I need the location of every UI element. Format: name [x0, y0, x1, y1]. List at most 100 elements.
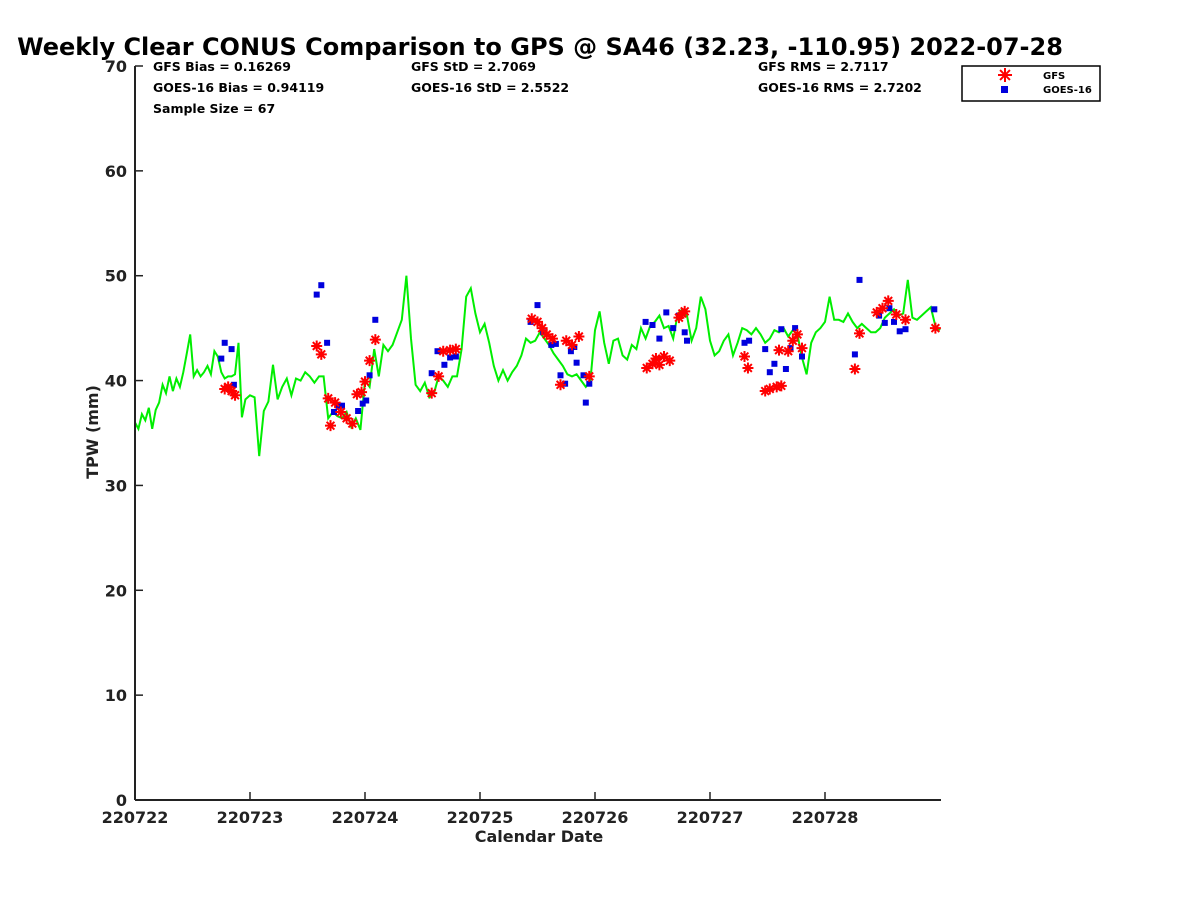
- gfs-point: [871, 306, 883, 318]
- goes16-point: [567, 348, 574, 355]
- goes16-point: [663, 309, 670, 316]
- gfs-point: [437, 345, 449, 357]
- gfs-point: [849, 363, 861, 375]
- gfs-point: [546, 333, 558, 345]
- goes16-point: [366, 372, 373, 379]
- gfs-point: [560, 335, 572, 347]
- goes16-point: [586, 380, 593, 387]
- gfs-point: [764, 383, 776, 395]
- gfs-point: [450, 343, 462, 355]
- legend-box: [961, 65, 1101, 102]
- legend-goes-marker: [1001, 86, 1008, 93]
- gfs-point: [796, 342, 808, 354]
- goes16-point: [221, 339, 228, 346]
- y-tick-label: 40: [105, 372, 127, 391]
- goes16-point: [762, 346, 769, 353]
- goes16-point: [782, 366, 789, 372]
- goes16-point: [534, 302, 541, 309]
- gfs-point: [444, 344, 456, 356]
- goes16-point: [681, 329, 688, 336]
- gfs-point: [573, 331, 585, 343]
- gfs-point: [653, 359, 665, 371]
- x-tick-label: 220725: [447, 808, 514, 827]
- y-axis-label: TPW (mm): [83, 385, 102, 479]
- gfs-legend-star: [998, 68, 1012, 82]
- gfs-point: [658, 350, 670, 362]
- goes16-point: [580, 372, 587, 379]
- goes16-point: [339, 402, 345, 409]
- gfs-point: [359, 376, 371, 388]
- y-tick-label: 50: [105, 267, 127, 286]
- legend-goes-label: GOES-16: [1043, 85, 1092, 96]
- gfs-point: [854, 327, 865, 339]
- stat-goes-bias: GOES-16 Bias = 0.94119: [153, 80, 324, 95]
- goes16-point: [428, 370, 435, 377]
- gfs-point: [536, 322, 548, 334]
- x-tick-label: 220728: [792, 808, 859, 827]
- gfs-point: [541, 328, 553, 340]
- goes16-point: [856, 276, 863, 283]
- gfs-point: [877, 302, 888, 314]
- goes16-point: [684, 337, 690, 344]
- goes16-point: [902, 326, 909, 333]
- gfs-point: [742, 362, 754, 374]
- goes16-point: [228, 346, 235, 353]
- stat-goes-rms: GOES-16 RMS = 2.7202: [758, 80, 922, 95]
- goes16-point: [527, 318, 534, 325]
- axes: 0 10 20 30 40 50 60 70 220722 220723 220724 220725 2…: [102, 57, 941, 827]
- gfs-point: [679, 305, 691, 317]
- goes16-point: [886, 305, 893, 312]
- gfs-point: [900, 314, 911, 326]
- gfs-point: [433, 370, 445, 382]
- goes16-point: [896, 328, 903, 335]
- goes16-point: [434, 348, 441, 355]
- goes16-point: [355, 408, 362, 414]
- goes16-point: [230, 381, 237, 388]
- goes16-point: [313, 291, 320, 298]
- gfs-point: [775, 380, 787, 392]
- gfs-point: [351, 388, 363, 400]
- goes16-point: [741, 339, 748, 346]
- gfs-point: [759, 385, 771, 397]
- goes16-point: [452, 353, 459, 360]
- gfs-point: [346, 418, 358, 430]
- gfs-point: [369, 334, 381, 346]
- gfs-point: [364, 355, 376, 367]
- plot-area: [134, 275, 941, 457]
- goes16-point: [656, 335, 663, 342]
- stat-gfs-bias: GFS Bias = 0.16269: [153, 59, 291, 74]
- goes16-point: [792, 325, 799, 332]
- y-tick-label: 10: [105, 686, 127, 705]
- gfs-point: [787, 335, 799, 347]
- gfs-point: [773, 344, 785, 356]
- goes16-point: [359, 400, 366, 407]
- gfs-point: [526, 313, 538, 325]
- goes16-point: [670, 325, 677, 332]
- goes16-point: [557, 372, 564, 379]
- gfs-point: [532, 316, 543, 328]
- x-tick-label: 220727: [677, 808, 744, 827]
- gfs-point: [426, 387, 438, 399]
- x-tick-label: 220722: [102, 808, 169, 827]
- gfs-point: [335, 406, 347, 418]
- gfs-point: [322, 392, 334, 404]
- goes16-point: [441, 361, 448, 368]
- gfs-point: [641, 362, 653, 374]
- stat-sample-size: Sample Size = 67: [153, 101, 275, 116]
- gfs-point: [356, 386, 368, 398]
- goes16-point: [766, 369, 773, 376]
- goes16-point: [573, 359, 580, 366]
- y-tick-label: 30: [105, 476, 127, 495]
- stats-block: GFS Bias = 0.16269 GOES-16 Bias = 0.9411…: [153, 59, 922, 116]
- goes16-point: [562, 380, 569, 387]
- y-tick-label: 20: [105, 581, 127, 600]
- goes16-point: [649, 322, 656, 328]
- goes16-point: [778, 326, 785, 333]
- goes16-point: [218, 355, 225, 362]
- chart-title: Weekly Clear CONUS Comparison to GPS @ S…: [17, 33, 1063, 61]
- gfs-point: [791, 328, 803, 340]
- gfs-point: [890, 309, 902, 321]
- y-tick-label: 0: [116, 791, 127, 810]
- goes16-point: [552, 340, 559, 347]
